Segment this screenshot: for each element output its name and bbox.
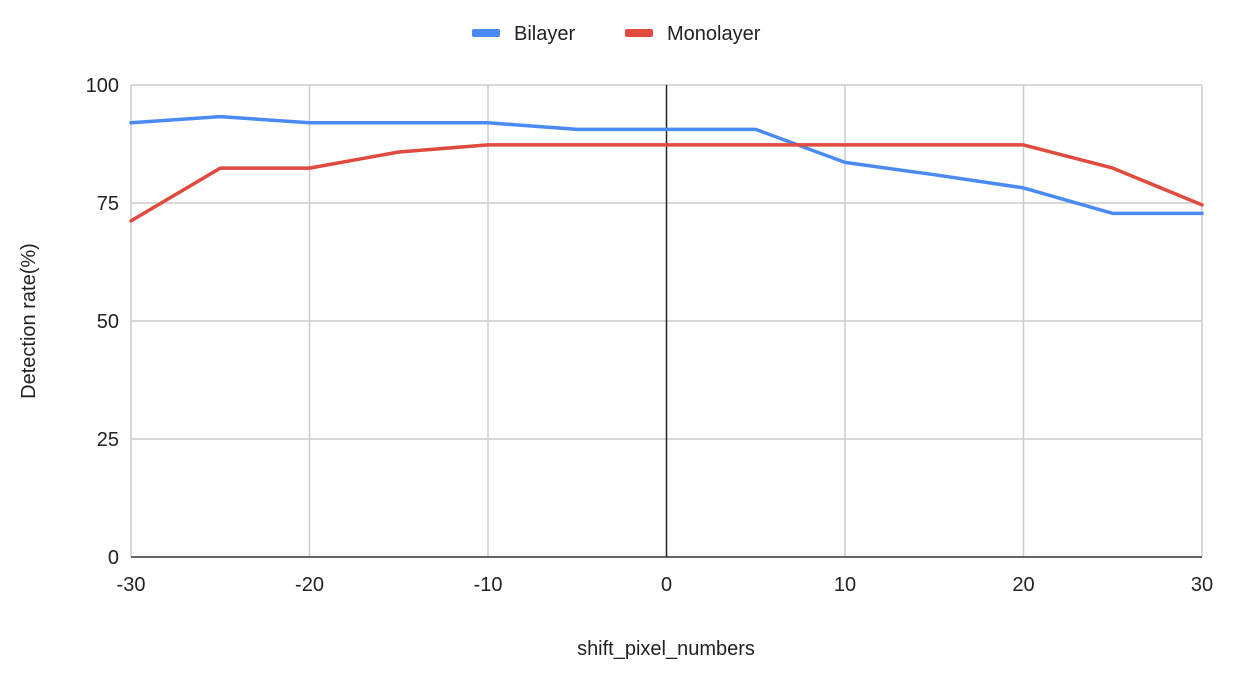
x-tick-label: 20 xyxy=(1012,574,1034,596)
x-tick-label: -30 xyxy=(117,574,146,596)
legend: Bilayer Monolayer xyxy=(472,23,761,45)
y-tick-label: 25 xyxy=(97,429,119,451)
x-tick-label: 30 xyxy=(1191,574,1213,596)
legend-swatch-bilayer xyxy=(472,29,500,37)
y-axis-title: Detection rate(%) xyxy=(18,243,40,399)
x-tick-label: -10 xyxy=(474,574,503,596)
x-tick-label: -20 xyxy=(295,574,324,596)
x-tick-label: 10 xyxy=(834,574,856,596)
tick-labels: 0 25 50 75 100 -30 -20 -10 0 10 20 30 xyxy=(86,75,1214,596)
y-tick-label: 100 xyxy=(86,75,119,97)
x-axis-title: shift_pixel_numbers xyxy=(577,638,755,660)
axes xyxy=(131,85,1202,558)
y-tick-label: 50 xyxy=(97,311,119,333)
x-tick-label: 0 xyxy=(661,574,672,596)
legend-label-bilayer: Bilayer xyxy=(514,23,575,45)
legend-label-monolayer: Monolayer xyxy=(667,23,761,45)
series-lines xyxy=(129,114,1204,223)
legend-swatch-monolayer xyxy=(625,29,653,37)
y-tick-label: 0 xyxy=(108,547,119,569)
series-line-bilayer xyxy=(129,114,1204,216)
y-tick-label: 75 xyxy=(97,193,119,215)
series-line-monolayer xyxy=(129,143,1204,223)
